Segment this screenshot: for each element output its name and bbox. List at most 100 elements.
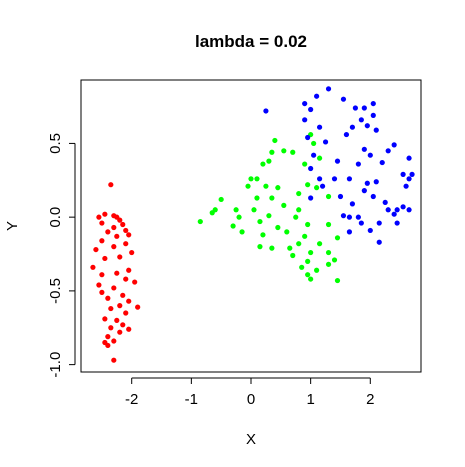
data-point	[314, 93, 320, 99]
data-point	[370, 112, 376, 118]
data-point	[349, 124, 356, 130]
y-tick-label: -1.0	[47, 352, 64, 378]
data-point	[346, 176, 353, 182]
y-axis-label: Y	[4, 221, 21, 231]
data-point	[102, 211, 108, 217]
data-point	[316, 155, 323, 161]
data-point	[126, 267, 132, 273]
data-point	[99, 289, 105, 295]
data-point	[376, 239, 382, 245]
data-point	[260, 232, 266, 238]
data-point	[343, 131, 350, 138]
data-point	[296, 207, 302, 213]
data-point	[254, 195, 260, 201]
data-point	[266, 158, 272, 164]
data-point	[373, 127, 379, 133]
data-point	[319, 183, 326, 189]
data-point	[284, 229, 290, 235]
data-point	[120, 221, 126, 228]
data-point	[358, 220, 364, 226]
data-point	[406, 155, 412, 161]
data-point	[305, 182, 311, 188]
data-point	[287, 245, 293, 251]
data-point	[340, 213, 347, 219]
data-point	[96, 214, 102, 220]
y-axis: -1.0 -0.5 0.0 0.5	[47, 133, 76, 378]
x-tick-label: 0	[247, 391, 255, 408]
data-point	[123, 227, 129, 234]
data-point	[322, 139, 329, 145]
data-point	[325, 193, 332, 200]
data-point	[230, 223, 236, 229]
data-point	[93, 246, 99, 253]
data-point	[337, 193, 344, 200]
data-point	[325, 221, 332, 228]
data-point	[302, 233, 308, 239]
data-point	[293, 214, 299, 220]
data-point	[364, 123, 370, 129]
data-point	[308, 165, 314, 172]
data-point	[302, 161, 308, 167]
data-point	[400, 204, 406, 210]
data-point	[114, 270, 120, 276]
x-tick-label: -2	[125, 391, 138, 408]
data-point	[99, 272, 105, 278]
data-point	[370, 100, 376, 107]
data-point	[400, 171, 406, 177]
data-point	[245, 183, 251, 189]
data-point	[236, 214, 242, 220]
data-point	[385, 148, 391, 154]
x-tick-label: -1	[185, 391, 198, 408]
data-point	[394, 220, 400, 226]
data-point	[361, 146, 367, 152]
data-point	[251, 207, 257, 213]
data-point	[248, 176, 254, 182]
data-point	[111, 338, 117, 344]
data-point	[308, 106, 314, 113]
data-point	[311, 140, 317, 147]
x-tick-label: 1	[306, 391, 314, 408]
data-point	[275, 185, 281, 191]
data-point	[305, 221, 311, 228]
data-point	[316, 241, 323, 247]
data-point	[379, 159, 385, 166]
data-point	[99, 220, 105, 226]
data-point	[120, 322, 126, 328]
data-point	[296, 241, 302, 247]
data-point	[132, 279, 138, 285]
data-point	[111, 285, 117, 291]
data-point	[114, 233, 120, 239]
data-point	[114, 317, 120, 323]
data-point	[370, 193, 376, 200]
data-point	[218, 196, 224, 203]
data-point	[96, 282, 102, 288]
data-point	[406, 207, 412, 213]
data-point	[325, 261, 332, 267]
y-tick-label: -0.5	[47, 278, 64, 304]
data-point	[334, 158, 341, 164]
data-point	[308, 249, 314, 256]
data-point	[135, 304, 141, 310]
data-point	[111, 224, 117, 231]
data-point	[290, 252, 296, 259]
data-point	[367, 152, 373, 158]
data-point	[316, 124, 323, 130]
data-point	[105, 229, 111, 235]
y-tick-label: 0.0	[47, 207, 64, 228]
data-point	[260, 161, 266, 167]
data-point	[108, 182, 114, 188]
data-point	[382, 199, 388, 206]
data-point	[346, 229, 353, 235]
data-point	[197, 218, 203, 225]
data-point	[90, 264, 96, 270]
data-point	[296, 190, 302, 197]
data-point	[108, 325, 114, 331]
data-point	[269, 195, 275, 201]
data-point	[305, 272, 311, 278]
x-axis: -2 -1 0 1 2	[125, 377, 374, 408]
data-point	[269, 149, 275, 155]
data-point	[126, 298, 132, 304]
data-point	[325, 86, 332, 92]
data-point	[272, 137, 278, 144]
